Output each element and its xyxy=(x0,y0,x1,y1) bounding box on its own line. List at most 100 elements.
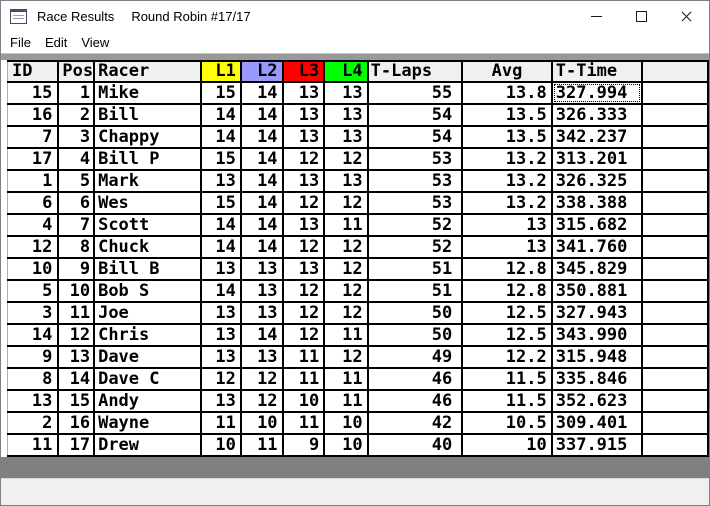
cell-l2[interactable]: 14 xyxy=(239,213,284,237)
cell-tlaps[interactable]: 53 xyxy=(366,191,464,215)
cell-id[interactable]: 13 xyxy=(7,389,60,413)
cell-l4[interactable]: 12 xyxy=(323,301,369,325)
cell-pos[interactable]: 6 xyxy=(57,191,96,215)
cell-pos[interactable]: 2 xyxy=(57,103,96,127)
cell-racer[interactable]: Bill xyxy=(93,103,202,127)
cell-spacer[interactable] xyxy=(640,279,709,303)
cell-ttime[interactable]: 326.333 xyxy=(550,103,643,127)
cell-l4[interactable]: 12 xyxy=(323,191,369,215)
cell-l2[interactable]: 11 xyxy=(239,433,284,457)
cell-spacer[interactable] xyxy=(640,147,709,171)
cell-avg[interactable]: 13.2 xyxy=(461,147,553,171)
cell-tlaps[interactable]: 51 xyxy=(366,279,464,303)
cell-id[interactable]: 14 xyxy=(7,323,60,347)
cell-l1[interactable]: 13 xyxy=(199,169,242,193)
cell-l4[interactable]: 11 xyxy=(323,389,369,413)
cell-l3[interactable]: 13 xyxy=(281,257,326,281)
minimize-button[interactable] xyxy=(574,1,619,31)
cell-l1[interactable]: 11 xyxy=(199,411,242,435)
cell-racer[interactable]: Dave xyxy=(93,345,202,369)
cell-l2[interactable]: 14 xyxy=(239,323,284,347)
cell-spacer[interactable] xyxy=(640,257,709,281)
maximize-button[interactable] xyxy=(619,1,664,31)
cell-l1[interactable]: 14 xyxy=(199,103,242,127)
cell-pos[interactable]: 11 xyxy=(57,301,96,325)
cell-l3[interactable]: 12 xyxy=(281,301,326,325)
cell-racer[interactable]: Dave C xyxy=(93,367,202,391)
cell-spacer[interactable] xyxy=(640,125,709,149)
menu-item-view[interactable]: View xyxy=(74,33,116,52)
cell-l1[interactable]: 14 xyxy=(199,213,242,237)
cell-id[interactable]: 17 xyxy=(7,147,60,171)
cell-ttime[interactable]: 341.760 xyxy=(550,235,643,259)
cell-racer[interactable]: Bill P xyxy=(93,147,202,171)
cell-ttime[interactable]: 327.994 xyxy=(550,81,643,105)
cell-racer[interactable]: Chuck xyxy=(93,235,202,259)
cell-ttime[interactable]: 342.237 xyxy=(550,125,643,149)
cell-l4[interactable]: 13 xyxy=(323,103,369,127)
cell-racer[interactable]: Bob S xyxy=(93,279,202,303)
cell-ttime[interactable]: 327.943 xyxy=(550,301,643,325)
cell-tlaps[interactable]: 49 xyxy=(366,345,464,369)
cell-pos[interactable]: 4 xyxy=(57,147,96,171)
cell-l4[interactable]: 13 xyxy=(323,81,369,105)
cell-id[interactable]: 8 xyxy=(7,367,60,391)
cell-avg[interactable]: 13.2 xyxy=(461,169,553,193)
cell-spacer[interactable] xyxy=(640,323,709,347)
cell-racer[interactable]: Joe xyxy=(93,301,202,325)
cell-spacer[interactable] xyxy=(640,81,709,105)
cell-avg[interactable]: 12.8 xyxy=(461,279,553,303)
cell-spacer[interactable] xyxy=(640,191,709,215)
cell-id[interactable]: 16 xyxy=(7,103,60,127)
cell-l2[interactable]: 14 xyxy=(239,191,284,215)
cell-avg[interactable]: 10.5 xyxy=(461,411,553,435)
cell-l3[interactable]: 9 xyxy=(281,433,326,457)
cell-ttime[interactable]: 326.325 xyxy=(550,169,643,193)
cell-ttime[interactable]: 335.846 xyxy=(550,367,643,391)
cell-l2[interactable]: 12 xyxy=(239,389,284,413)
cell-tlaps[interactable]: 50 xyxy=(366,301,464,325)
cell-ttime[interactable]: 338.388 xyxy=(550,191,643,215)
cell-pos[interactable]: 7 xyxy=(57,213,96,237)
cell-l3[interactable]: 13 xyxy=(281,213,326,237)
cell-l3[interactable]: 11 xyxy=(281,367,326,391)
cell-pos[interactable]: 15 xyxy=(57,389,96,413)
cell-avg[interactable]: 12.8 xyxy=(461,257,553,281)
cell-avg[interactable]: 12.2 xyxy=(461,345,553,369)
cell-tlaps[interactable]: 46 xyxy=(366,389,464,413)
cell-pos[interactable]: 13 xyxy=(57,345,96,369)
cell-pos[interactable]: 17 xyxy=(57,433,96,457)
cell-spacer[interactable] xyxy=(640,433,709,457)
cell-racer[interactable]: Bill B xyxy=(93,257,202,281)
cell-pos[interactable]: 10 xyxy=(57,279,96,303)
cell-avg[interactable]: 12.5 xyxy=(461,301,553,325)
cell-avg[interactable]: 13.8 xyxy=(461,81,553,105)
cell-ttime[interactable]: 350.881 xyxy=(550,279,643,303)
cell-pos[interactable]: 1 xyxy=(57,81,96,105)
cell-pos[interactable]: 12 xyxy=(57,323,96,347)
cell-l4[interactable]: 12 xyxy=(323,345,369,369)
cell-l1[interactable]: 13 xyxy=(199,301,242,325)
cell-l2[interactable]: 12 xyxy=(239,367,284,391)
cell-tlaps[interactable]: 46 xyxy=(366,367,464,391)
cell-l4[interactable]: 12 xyxy=(323,279,369,303)
cell-avg[interactable]: 11.5 xyxy=(461,389,553,413)
cell-l3[interactable]: 13 xyxy=(281,125,326,149)
cell-l2[interactable]: 13 xyxy=(239,257,284,281)
menu-item-file[interactable]: File xyxy=(3,33,38,52)
cell-l3[interactable]: 12 xyxy=(281,235,326,259)
cell-l1[interactable]: 15 xyxy=(199,147,242,171)
cell-l4[interactable]: 13 xyxy=(323,125,369,149)
cell-avg[interactable]: 11.5 xyxy=(461,367,553,391)
close-button[interactable] xyxy=(664,1,709,31)
cell-spacer[interactable] xyxy=(640,389,709,413)
cell-id[interactable]: 3 xyxy=(7,301,60,325)
cell-l1[interactable]: 15 xyxy=(199,191,242,215)
cell-id[interactable]: 7 xyxy=(7,125,60,149)
cell-racer[interactable]: Andy xyxy=(93,389,202,413)
cell-spacer[interactable] xyxy=(640,411,709,435)
cell-l3[interactable]: 12 xyxy=(281,191,326,215)
cell-l3[interactable]: 13 xyxy=(281,103,326,127)
cell-l4[interactable]: 10 xyxy=(323,433,369,457)
cell-l1[interactable]: 13 xyxy=(199,345,242,369)
